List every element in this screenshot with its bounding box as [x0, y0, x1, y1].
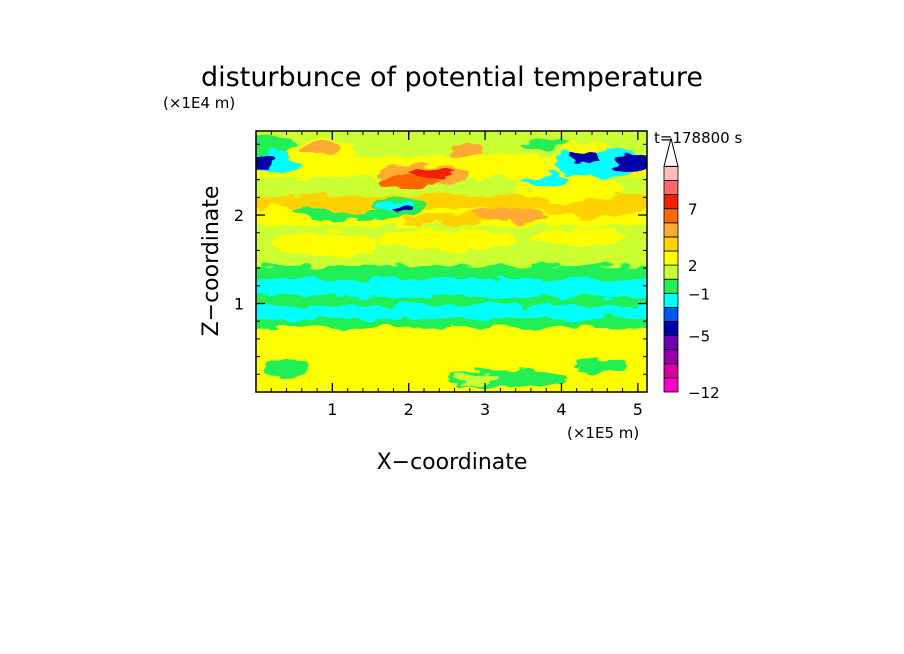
y-tick-label: 1	[234, 295, 244, 314]
contour-patch	[469, 207, 547, 223]
y-scale-label: (×1E4 m)	[163, 94, 235, 112]
contour-patch	[401, 213, 493, 226]
colorbar-label: −12	[688, 384, 720, 402]
contour-field	[256, 131, 647, 392]
contour-band	[256, 301, 647, 319]
contour-patch	[530, 228, 623, 247]
contour-patch	[561, 141, 608, 156]
contour-patch	[301, 142, 341, 155]
time-label: t=178800 s	[654, 129, 742, 147]
x-tick-label: 4	[556, 400, 566, 419]
contour-patch	[408, 168, 455, 178]
contour-patch	[454, 373, 501, 385]
x-tick-label: 5	[633, 400, 643, 419]
colorbar-swatch	[663, 278, 679, 294]
y-tick-label: 2	[234, 206, 244, 225]
colorbar-swatch	[663, 208, 679, 224]
colorbar-swatch	[663, 292, 679, 308]
x-axis-label: X−coordinate	[377, 450, 528, 475]
contour-patch	[572, 358, 627, 373]
y-axis-label: Z−coordinate	[199, 186, 224, 337]
x-tick-label: 2	[404, 400, 414, 419]
chart-title: disturbunce of potential temperature	[201, 62, 703, 93]
contour-patch	[378, 229, 516, 251]
colorbar-swatch	[663, 180, 679, 196]
contour-patch	[351, 144, 390, 159]
y-axis: 12	[234, 143, 647, 375]
contour-patch	[523, 138, 570, 150]
colorbar: −12−5−127	[663, 138, 720, 402]
colorbar-extend-arrow	[663, 138, 679, 167]
contour-patch	[614, 153, 647, 171]
colorbar-swatch	[663, 377, 679, 393]
colorbar-label: −5	[688, 328, 710, 346]
colorbar-swatch	[663, 250, 679, 266]
contour-patch	[256, 153, 274, 171]
contour-band	[256, 274, 647, 297]
contour-patch	[263, 361, 310, 379]
x-scale-label: (×1E5 m)	[567, 424, 639, 442]
colorbar-swatch	[663, 335, 679, 351]
x-axis: 1 2 3 4 5	[270, 131, 643, 419]
contour-patch	[378, 175, 440, 188]
contour-band	[256, 261, 647, 279]
colorbar-label: −1	[688, 285, 710, 303]
colorbar-swatch	[663, 321, 679, 337]
x-tick-label: 1	[327, 400, 337, 419]
plot-area	[256, 131, 647, 392]
colorbar-swatch	[663, 363, 679, 379]
contour-patch	[500, 155, 562, 178]
colorbar-swatch	[663, 165, 679, 181]
colorbar-label: 7	[688, 201, 698, 219]
contour-patch	[395, 207, 415, 213]
colorbar-swatch	[663, 349, 679, 365]
colorbar-swatch	[663, 194, 679, 210]
colorbar-swatch	[663, 236, 679, 252]
colorbar-swatch	[663, 222, 679, 238]
colorbar-swatch	[663, 264, 679, 280]
x-tick-label: 3	[480, 400, 490, 419]
colorbar-label: 2	[688, 257, 698, 275]
colorbar-swatch	[663, 306, 679, 322]
contour-patch	[271, 232, 379, 256]
contour-patch	[309, 199, 386, 214]
plot-frame	[255, 130, 648, 393]
contour-patch	[450, 146, 482, 157]
